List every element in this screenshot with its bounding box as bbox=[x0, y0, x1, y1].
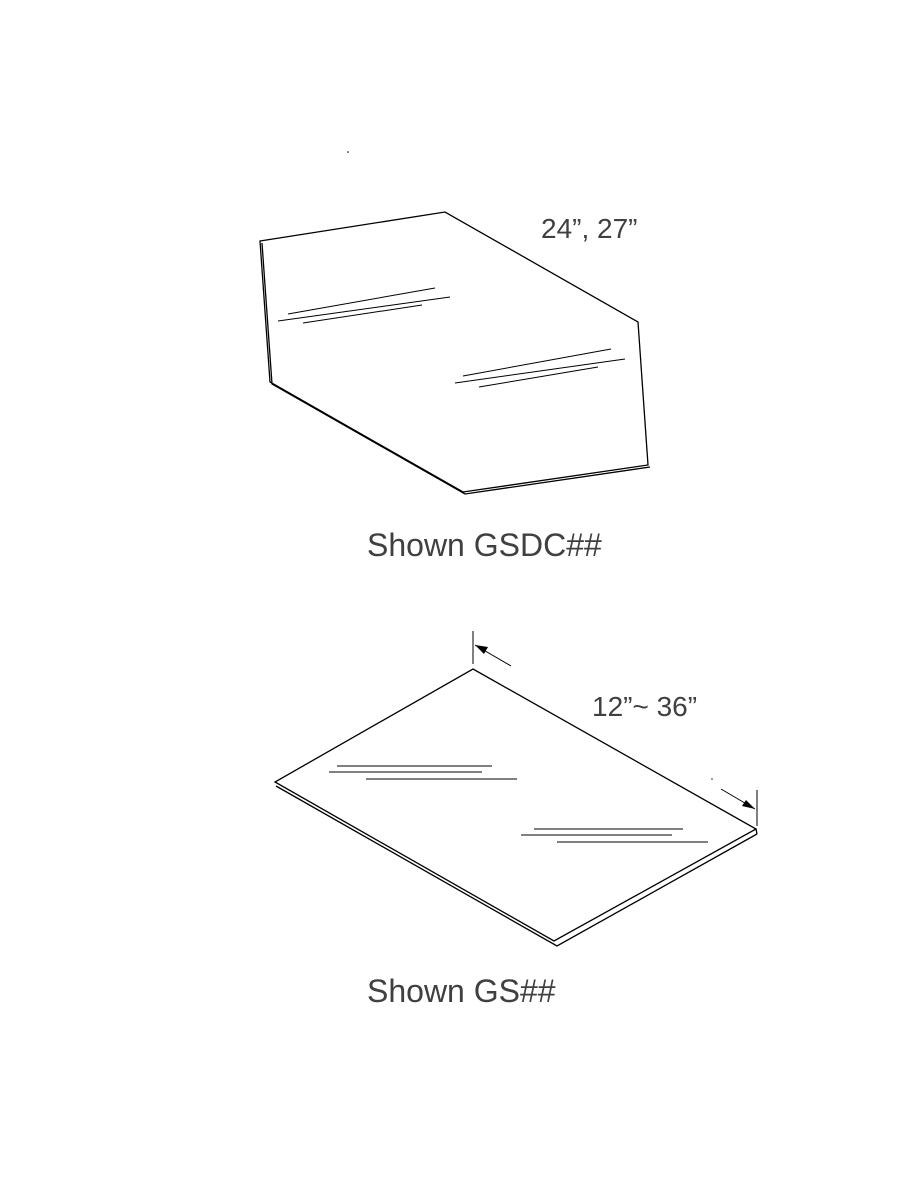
arrowhead-icon bbox=[475, 645, 488, 654]
arrowhead-icon bbox=[742, 800, 755, 809]
hexagonal-shelf-caption: Shown GSDC## bbox=[367, 527, 602, 563]
rectangular-shelf-corner-edge bbox=[756, 829, 757, 834]
stray-dot bbox=[711, 778, 712, 779]
hexagonal-shelf-top-face bbox=[260, 212, 648, 492]
rectangular-shelf-caption: Shown GS## bbox=[367, 973, 556, 1009]
hexagonal-shelf bbox=[260, 212, 650, 494]
rectangular-shelf-dimension-label: 12”~ 36” bbox=[592, 691, 697, 722]
stray-dot bbox=[347, 151, 349, 153]
hexagonal-shelf-dimension-label: 24”, 27” bbox=[541, 213, 638, 244]
